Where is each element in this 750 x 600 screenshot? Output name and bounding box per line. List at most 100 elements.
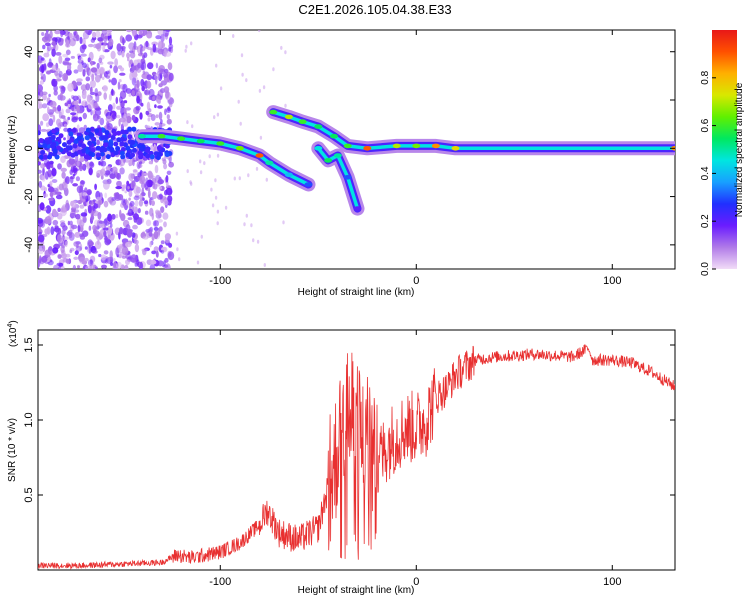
noise-blob	[119, 67, 125, 72]
main-branch-point	[137, 133, 146, 139]
colorbar-tick-label: 0.6	[700, 118, 711, 132]
noise-blob	[103, 230, 107, 237]
noise-blob	[144, 124, 148, 129]
noise-blob	[52, 106, 57, 112]
noise-blob	[47, 131, 53, 137]
noise-blob	[152, 191, 158, 200]
noise-blob	[81, 143, 87, 149]
noise-blob	[48, 118, 54, 127]
noise-blob	[158, 186, 163, 190]
noise-blob	[116, 180, 122, 187]
noise-blob	[135, 239, 139, 245]
noise-blob	[122, 184, 127, 189]
noise-blob	[124, 264, 129, 269]
noise-blob	[145, 110, 150, 116]
noise-blob	[48, 33, 51, 42]
noise-blob	[44, 32, 50, 41]
noise-blob	[113, 65, 118, 74]
noise-blob	[88, 151, 94, 157]
noise-blob	[158, 176, 162, 183]
noise-blob	[51, 48, 56, 57]
noise-blob	[93, 43, 97, 49]
noise-blob	[115, 186, 122, 190]
noise-blob	[94, 266, 98, 269]
lower-branch-point	[324, 158, 333, 163]
noise-blob	[73, 31, 77, 36]
noise-blob	[210, 187, 213, 192]
noise-blob	[160, 206, 165, 214]
noise-blob	[162, 159, 167, 165]
noise-blob	[73, 100, 79, 106]
noise-blob	[40, 120, 44, 126]
noise-blob	[116, 172, 122, 180]
noise-blob	[127, 161, 131, 165]
noise-blob	[155, 35, 162, 40]
noise-blob	[55, 194, 63, 200]
colorbar-tick-label: 0.8	[700, 70, 711, 84]
noise-blob	[93, 202, 99, 209]
noise-blob	[259, 135, 263, 140]
noise-blob	[168, 161, 175, 168]
noise-blob	[43, 159, 50, 167]
noise-blob	[42, 44, 46, 50]
noise-blob	[168, 36, 173, 46]
noise-blob	[123, 100, 128, 104]
colorbar	[712, 30, 737, 269]
noise-blob	[146, 74, 153, 81]
noise-blob	[141, 171, 145, 180]
noise-blob	[145, 229, 151, 233]
snr-series-line	[38, 344, 675, 570]
noise-blob	[284, 103, 287, 108]
noise-blob	[95, 30, 101, 38]
noise-blob	[139, 112, 143, 120]
noise-blob	[199, 170, 203, 175]
noise-blob	[145, 219, 152, 227]
noise-blob	[95, 107, 102, 111]
noise-blob	[215, 63, 218, 68]
noise-blob	[96, 62, 100, 69]
noise-blob	[258, 88, 262, 93]
noise-blob	[141, 73, 148, 79]
noise-blob	[48, 197, 54, 201]
noise-blob	[87, 57, 91, 63]
noise-blob	[94, 226, 98, 232]
noise-blob	[110, 262, 114, 266]
y-tick-label: 20	[23, 94, 35, 106]
noise-blob	[184, 48, 187, 53]
noise-blob	[84, 187, 88, 194]
noise-blob	[81, 100, 88, 107]
noise-blob	[127, 186, 130, 190]
noise-blob	[130, 140, 136, 145]
noise-blob	[67, 220, 71, 226]
noise-blob	[160, 33, 165, 43]
noise-blob	[41, 32, 45, 36]
noise-blob	[136, 95, 141, 104]
noise-blob	[127, 208, 134, 217]
noise-blob	[133, 195, 140, 201]
noise-blob	[119, 72, 126, 76]
noise-blob	[81, 164, 85, 169]
noise-blob	[120, 202, 126, 208]
noise-blob	[82, 62, 87, 69]
noise-blob	[127, 134, 133, 140]
noise-blob	[38, 130, 41, 136]
noise-blob	[128, 190, 133, 197]
noise-blob	[129, 59, 133, 65]
noise-blob	[116, 114, 121, 119]
noise-blob	[167, 62, 173, 71]
noise-blob	[245, 213, 248, 218]
noise-blob	[115, 247, 120, 256]
noise-blob	[150, 259, 157, 265]
noise-blob	[162, 212, 169, 220]
snr-frame	[37, 329, 676, 571]
noise-blob	[133, 176, 138, 180]
noise-blob	[90, 109, 93, 116]
noise-blob	[105, 115, 113, 123]
noise-blob	[126, 52, 131, 59]
noise-blob	[111, 213, 116, 220]
noise-blob	[85, 83, 91, 91]
noise-blob	[100, 254, 107, 261]
colorbar-tick-label: 0.4	[700, 166, 711, 180]
upper-branch-point	[451, 146, 460, 151]
noise-blob	[55, 226, 60, 234]
